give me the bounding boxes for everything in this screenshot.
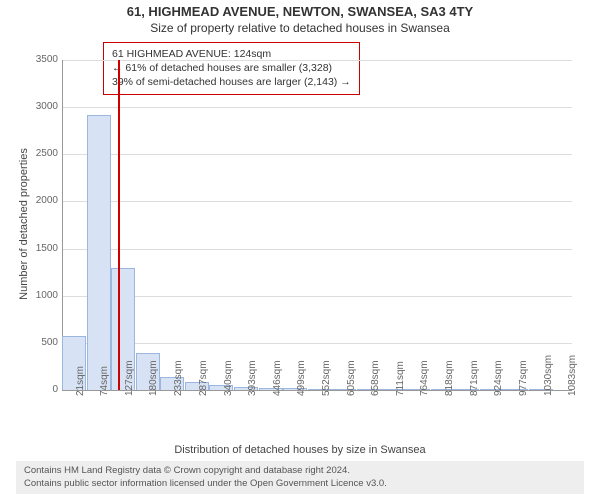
y-tick-label: 3500	[24, 54, 58, 65]
grid-line	[62, 343, 572, 344]
x-tick-label: 21sqm	[75, 366, 86, 396]
x-tick-label: 340sqm	[223, 360, 234, 396]
grid-line	[62, 60, 572, 61]
y-tick-label: 3000	[24, 101, 58, 112]
y-tick-label: 2000	[24, 195, 58, 206]
y-tick-label: 1000	[24, 290, 58, 301]
marker-line	[118, 60, 120, 390]
page-subtitle: Size of property relative to detached ho…	[0, 21, 600, 35]
footer-attribution: Contains HM Land Registry data © Crown c…	[16, 461, 584, 494]
x-tick-label: 127sqm	[124, 360, 135, 396]
grid-line	[62, 107, 572, 108]
grid-line	[62, 154, 572, 155]
x-tick-label: 711sqm	[395, 361, 406, 396]
x-tick-label: 446sqm	[272, 360, 283, 396]
grid-line	[62, 296, 572, 297]
x-axis-label: Distribution of detached houses by size …	[0, 444, 600, 456]
x-tick-label: 233sqm	[173, 360, 184, 396]
x-tick-label: 605sqm	[346, 360, 357, 396]
x-tick-label: 977sqm	[518, 360, 529, 396]
y-tick-label: 2500	[24, 148, 58, 159]
page-title: 61, HIGHMEAD AVENUE, NEWTON, SWANSEA, SA…	[0, 4, 600, 19]
x-tick-label: 764sqm	[419, 360, 430, 396]
plot-area: 050010001500200025003000350021sqm74sqm12…	[62, 60, 572, 390]
x-tick-label: 818sqm	[444, 360, 455, 396]
y-tick-label: 500	[24, 337, 58, 348]
x-tick-label: 180sqm	[148, 360, 159, 396]
grid-line	[62, 201, 572, 202]
x-tick-label: 924sqm	[493, 360, 504, 396]
x-tick-label: 658sqm	[370, 360, 381, 396]
x-tick-label: 393sqm	[247, 360, 258, 396]
x-tick-label: 499sqm	[296, 360, 307, 396]
y-tick-label: 1500	[24, 243, 58, 254]
x-tick-label: 552sqm	[321, 360, 332, 396]
chart-container: 61, HIGHMEAD AVENUE, NEWTON, SWANSEA, SA…	[0, 0, 600, 500]
x-tick-label: 287sqm	[198, 360, 209, 396]
footer-line-1: Contains HM Land Registry data © Crown c…	[24, 465, 576, 477]
y-axis-label: Number of detached properties	[18, 134, 30, 314]
x-tick-label: 74sqm	[99, 366, 110, 396]
x-tick-label: 1030sqm	[543, 355, 554, 396]
grid-line	[62, 249, 572, 250]
x-tick-label: 1083sqm	[567, 355, 578, 396]
x-tick-label: 871sqm	[469, 360, 480, 396]
footer-line-2: Contains public sector information licen…	[24, 478, 576, 490]
histogram-bar	[87, 115, 111, 390]
y-tick-label: 0	[24, 384, 58, 395]
